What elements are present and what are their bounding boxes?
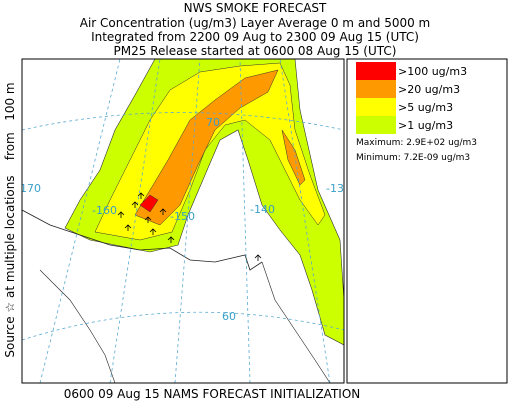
smoke-region	[281, 129, 306, 186]
grid-label: -140	[250, 203, 275, 216]
legend-label: >100 ug/m3	[398, 65, 467, 78]
smoke-region	[134, 69, 279, 226]
source-markers	[117, 192, 262, 261]
legend-label: >20 ug/m3	[398, 83, 460, 96]
legend-label: >1 ug/m3	[398, 119, 453, 132]
title: NWS SMOKE FORECAST	[184, 1, 327, 15]
minimum: Minimum: 7.2E-09 ug/m3	[356, 153, 470, 163]
subtitle: PM25 Release started at 0600 08 Aug 15 (…	[114, 44, 397, 58]
legend-swatch	[356, 116, 396, 134]
grid-label: 70	[206, 116, 220, 129]
smoke-region	[139, 194, 159, 213]
coastline	[39, 269, 116, 383]
map: -170 -160 -150 -140 -130 70 60	[16, 58, 351, 384]
grid-label: -150	[170, 210, 195, 223]
graticule	[22, 59, 344, 383]
grid-label: -130	[326, 182, 351, 195]
grid-label: 60	[222, 310, 236, 323]
legend-label: >5 ug/m3	[398, 101, 453, 114]
map-frame	[21, 58, 345, 384]
maximum: Maximum: 2.9E+02 ug/m3	[356, 138, 477, 148]
coastline	[22, 209, 263, 271]
side-label: Source ☆ at multiple locations from 100 …	[3, 82, 17, 357]
legend-swatch	[356, 62, 396, 80]
legend-swatch	[356, 80, 396, 98]
coastline	[261, 261, 331, 383]
subtitle: Air Concentration (ug/m3) Layer Average …	[80, 16, 431, 30]
footer: 0600 09 Aug 15 NAMS FORECAST INITIALIZAT…	[64, 387, 361, 401]
grid-label: -160	[92, 204, 117, 217]
subtitle: Integrated from 2200 09 Aug to 2300 09 A…	[91, 30, 419, 44]
grid-label: -170	[16, 182, 41, 195]
legend-swatch	[356, 98, 396, 116]
legend: >100 ug/m3 >20 ug/m3 >5 ug/m3 >1 ug/m3	[356, 62, 467, 134]
